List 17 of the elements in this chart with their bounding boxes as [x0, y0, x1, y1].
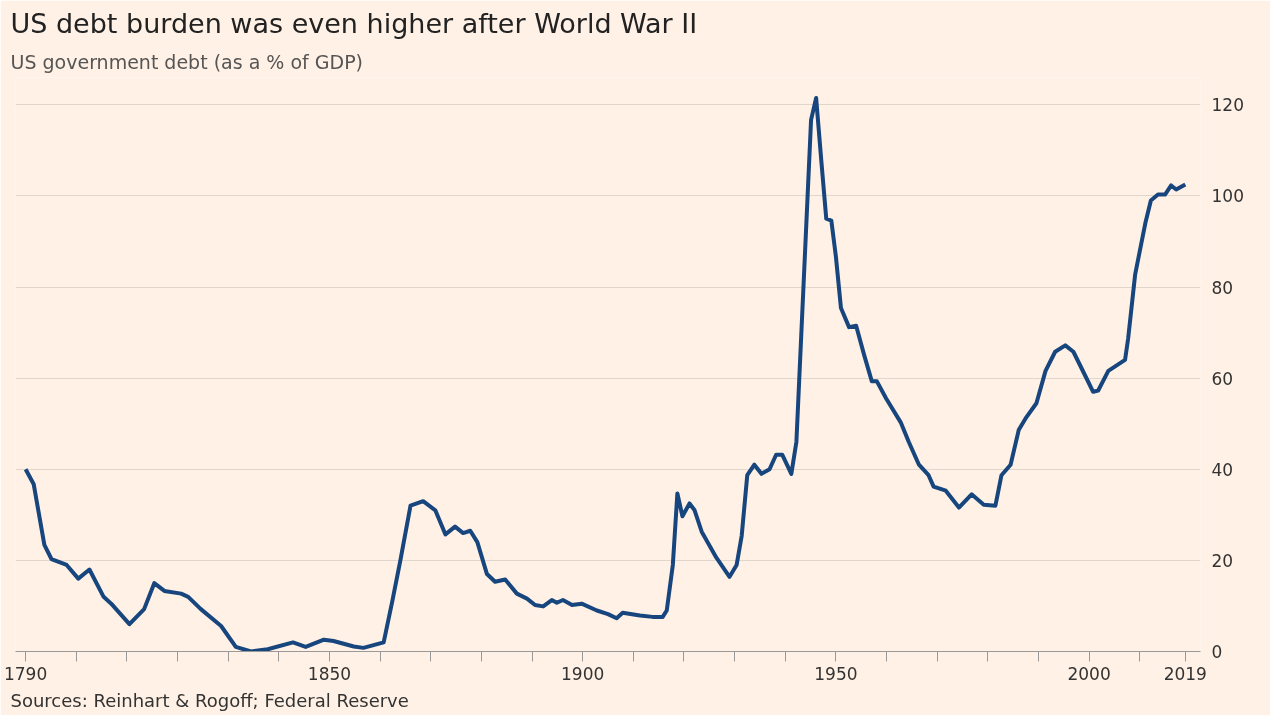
x-tick-label: 1900 [561, 663, 605, 684]
x-tick-label: 1950 [814, 663, 858, 684]
y-tick-label: 40 [1211, 459, 1234, 480]
x-tick-label: 1850 [307, 663, 352, 684]
x-tick-label: 2019 [1163, 663, 1207, 684]
x-tick-label: 2000 [1067, 663, 1111, 684]
chart-subtitle: US government debt (as a % of GDP) [10, 50, 364, 73]
x-tick-label: 1790 [4, 663, 48, 684]
line-series [23, 96, 1188, 652]
y-tick-label: 20 [1211, 550, 1234, 571]
y-tick-label: 80 [1211, 277, 1234, 298]
y-tick-label: 60 [1211, 368, 1234, 389]
chart-title: US debt burden was even higher after World War II [10, 7, 698, 39]
y-tick-label: 120 [1211, 95, 1244, 116]
y-tick-label: 0 [1211, 642, 1223, 662]
source-note: Sources: Reinhart & Rogoff; Federal Reserve [10, 689, 409, 711]
y-tick-label: 100 [1211, 186, 1244, 207]
